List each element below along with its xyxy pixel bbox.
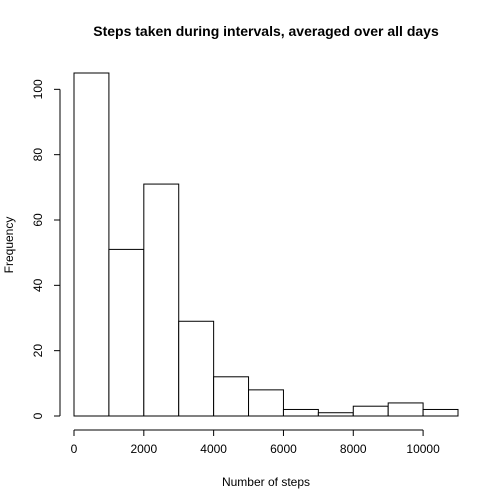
- x-tick-label: 8000: [340, 442, 367, 456]
- histogram-bar: [143, 183, 180, 417]
- histogram-bar: [317, 412, 354, 417]
- histogram-bar: [387, 402, 424, 417]
- y-axis: 0 20 40 60 80 100: [31, 79, 61, 419]
- chart-title: Steps taken during intervals, averaged o…: [93, 23, 439, 39]
- histogram-bar: [422, 408, 459, 417]
- y-tick-label: 100: [31, 79, 45, 99]
- x-axis-label: Number of steps: [222, 475, 310, 489]
- x-tick-label: 6000: [270, 442, 297, 456]
- histogram-bar: [73, 72, 110, 417]
- histogram-bar: [248, 389, 284, 417]
- histogram-bar: [213, 376, 250, 417]
- y-tick-label: 20: [31, 344, 45, 358]
- x-axis: 0 2000 4000 6000 8000 10000: [71, 429, 440, 456]
- bars-group: [73, 72, 459, 417]
- y-tick-label: 60: [31, 213, 45, 227]
- histogram-bar: [282, 408, 319, 417]
- y-axis-label: Frequency: [2, 217, 16, 274]
- x-tick-label: 0: [71, 442, 78, 456]
- y-tick-label: 0: [31, 412, 45, 419]
- x-tick-label: 2000: [130, 442, 157, 456]
- y-tick-label: 40: [31, 278, 45, 292]
- histogram-bar: [108, 248, 145, 417]
- histogram-bar: [352, 405, 389, 417]
- x-tick-label: 10000: [406, 442, 440, 456]
- histogram-bar: [178, 320, 215, 417]
- y-tick-label: 80: [31, 148, 45, 162]
- x-tick-label: 4000: [200, 442, 227, 456]
